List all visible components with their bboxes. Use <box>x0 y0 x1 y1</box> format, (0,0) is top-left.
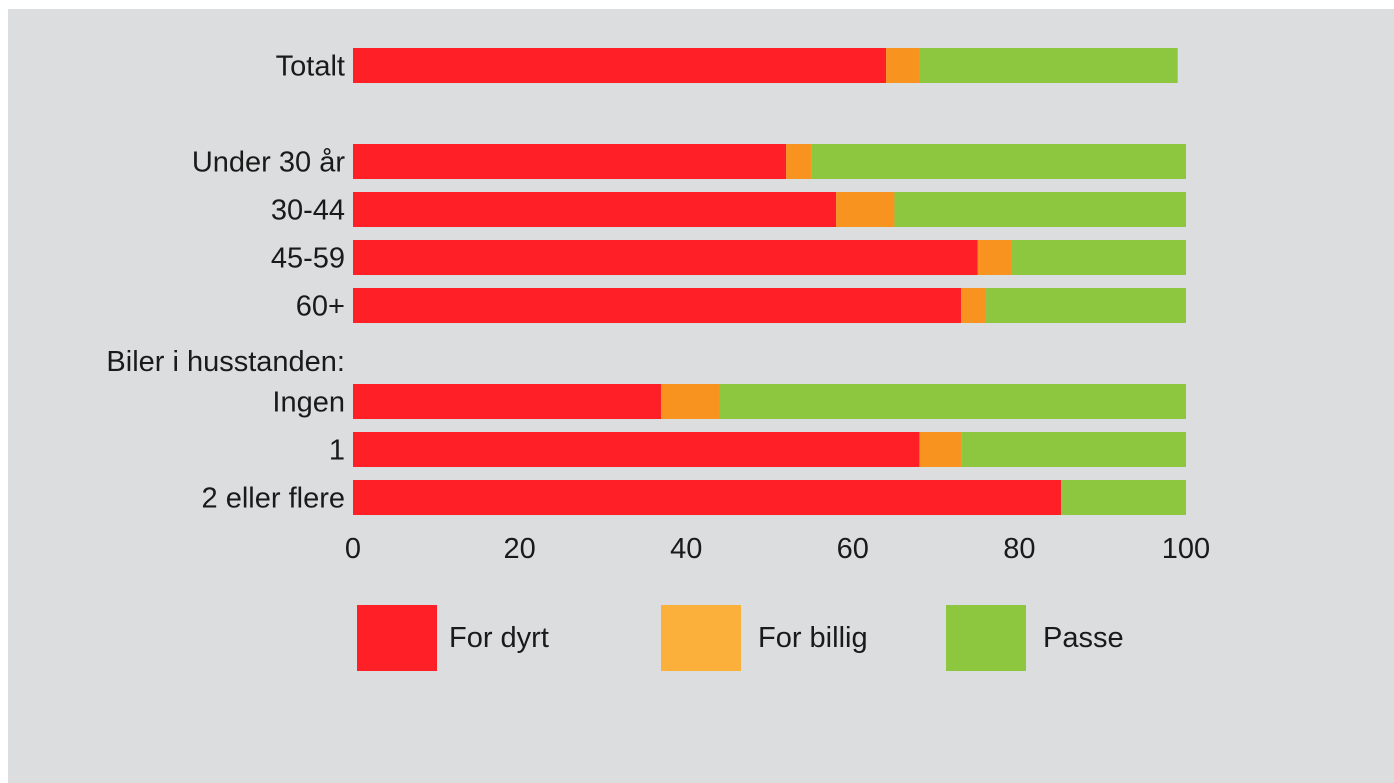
category-label: Under 30 år <box>192 147 345 179</box>
category-label: Totalt <box>276 51 345 83</box>
bar-segment <box>353 432 920 467</box>
bar-segment <box>836 192 895 227</box>
bar-segment <box>961 432 1186 467</box>
x-tick-label: 100 <box>1162 533 1210 565</box>
legend-swatch <box>661 605 741 671</box>
bar-segment <box>894 192 1186 227</box>
category-label: 1 <box>329 435 345 467</box>
bar-segment <box>353 384 662 419</box>
bar-segment <box>719 384 1186 419</box>
bar-segment <box>977 240 1012 275</box>
bar-segment <box>961 288 987 323</box>
legend-label: For billig <box>758 622 868 654</box>
bar-segment <box>1061 480 1186 515</box>
bar-segment <box>353 48 887 83</box>
legend-label: Passe <box>1043 622 1124 654</box>
bar-segment <box>1011 240 1186 275</box>
bar-segment <box>811 144 1186 179</box>
x-tick-label: 40 <box>670 533 702 565</box>
bar-segment <box>353 144 787 179</box>
category-label: 45-59 <box>271 243 345 275</box>
x-tick-label: 80 <box>1003 533 1035 565</box>
bar-segment <box>986 288 1186 323</box>
category-label: 60+ <box>296 291 345 323</box>
bar-segment <box>353 288 962 323</box>
legend-swatch <box>357 605 437 671</box>
x-tick-label: 60 <box>837 533 869 565</box>
category-label: 2 eller flere <box>202 483 345 515</box>
bar-segment <box>919 432 962 467</box>
bar-segment <box>353 240 978 275</box>
legend-swatch <box>946 605 1026 671</box>
bar-segment <box>886 48 920 83</box>
x-tick-label: 0 <box>345 533 361 565</box>
group-heading-label: Biler i husstanden: <box>106 346 345 378</box>
bar-segment <box>661 384 720 419</box>
bar-segment <box>786 144 812 179</box>
bar-segment <box>919 48 1178 83</box>
legend-label: For dyrt <box>449 622 549 654</box>
bar-segment <box>353 480 1062 515</box>
x-tick-label: 20 <box>503 533 535 565</box>
bar-segment <box>353 192 837 227</box>
category-label: 30-44 <box>271 195 345 227</box>
category-label: Ingen <box>272 387 345 419</box>
